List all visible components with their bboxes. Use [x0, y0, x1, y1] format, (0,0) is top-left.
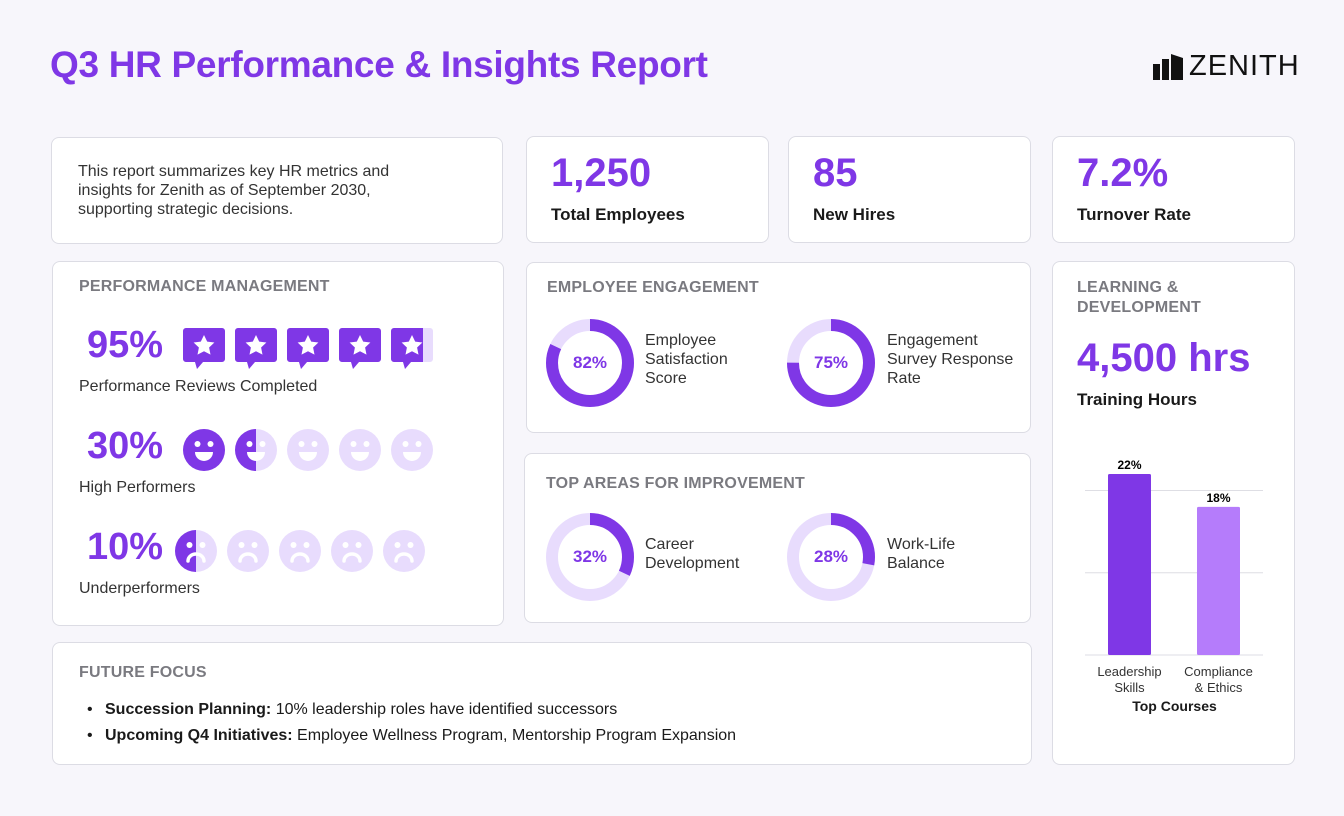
donut-satisfaction: 82%: [546, 319, 634, 407]
intro-text: This report summarizes key HR metrics an…: [78, 163, 390, 218]
future-item-text: Employee Wellness Program, Mentorship Pr…: [292, 727, 737, 744]
sad-icons: [175, 530, 425, 572]
sad-face-icon: [383, 530, 425, 572]
perf-value: 95%: [87, 324, 164, 366]
donut-value: 32%: [572, 547, 608, 566]
donut-ring: [546, 319, 634, 407]
category-label: Leadership: [1097, 664, 1161, 679]
perf-value: 30%: [87, 425, 164, 467]
star-review-icon: [391, 328, 433, 370]
performance-card: PERFORMANCE MANAGEMENT 95% Performance R…: [52, 261, 504, 626]
future-item-title: Upcoming Q4 Initiatives:: [105, 727, 293, 744]
stat-total-employees: 1,250 Total Employees: [526, 136, 769, 243]
training-hours-value: 4,500 hrs: [1077, 336, 1251, 380]
happy-face-icon: [235, 429, 277, 471]
donut-label: Employee Satisfaction Score: [645, 332, 728, 387]
improvement-card: TOP AREAS FOR IMPROVEMENT 32% Career Dev…: [524, 453, 1031, 623]
happy-face-icon: [183, 429, 225, 471]
donut-value: 28%: [813, 547, 849, 566]
stat-value: 85: [813, 151, 858, 195]
category-label: & Ethics: [1195, 680, 1243, 695]
star-review-icon: [235, 328, 277, 370]
stat-value: 1,250: [551, 151, 652, 195]
logo-text: ZENITH: [1189, 50, 1300, 82]
happy-face-icon: [339, 429, 381, 471]
stat-turnover: 7.2% Turnover Rate: [1052, 136, 1295, 243]
future-item-title: Succession Planning:: [105, 701, 272, 718]
donut-career: 32%: [546, 513, 634, 601]
logo: ZENITH: [1153, 50, 1300, 83]
stat-label: New Hires: [813, 205, 896, 224]
donut-label: Engagement Survey Response Rate: [887, 332, 1014, 387]
bar-data-label: 18%: [1206, 491, 1230, 505]
stat-new-hires: 85 New Hires: [788, 136, 1031, 243]
happy-face-icon: [391, 429, 433, 471]
future-item: Upcoming Q4 Initiatives: Employee Wellne…: [73, 727, 736, 745]
donut-ring: [787, 319, 875, 407]
stat-label: Turnover Rate: [1077, 205, 1191, 224]
bar: [1108, 474, 1151, 655]
donut-label: Work-Life Balance: [887, 536, 956, 572]
star-review-icon: [339, 328, 381, 370]
section-heading: PERFORMANCE MANAGEMENT: [79, 278, 330, 295]
happy-icons: [183, 429, 433, 471]
intro-card: This report summarizes key HR metrics an…: [51, 137, 503, 244]
section-heading: TOP AREAS FOR IMPROVEMENT: [546, 475, 805, 492]
future-focus-card: FUTURE FOCUS Succession Planning: 10% le…: [52, 642, 1032, 765]
perf-label: High Performers: [79, 479, 196, 496]
perf-value: 10%: [87, 526, 164, 568]
bar-data-label: 22%: [1117, 458, 1141, 472]
happy-face-icon: [287, 429, 329, 471]
category-label: Compliance: [1184, 664, 1253, 679]
building-logo-icon: [1153, 53, 1183, 80]
donut-worklife: 28%: [787, 513, 875, 601]
stat-label: Total Employees: [551, 205, 685, 224]
learning-card: LEARNING & DEVELOPMENT 4,500 hrs Trainin…: [1052, 261, 1295, 765]
stat-value: 7.2%: [1077, 151, 1169, 195]
bar: [1197, 506, 1240, 655]
donut-value: 82%: [572, 353, 608, 372]
future-item: Succession Planning: 10% leadership role…: [73, 701, 736, 719]
engagement-card: EMPLOYEE ENGAGEMENT 82% Employee Satisfa…: [526, 262, 1031, 433]
star-review-icon: [183, 328, 225, 370]
star-review-icon: [287, 328, 329, 370]
donut-response-rate: 75%: [787, 319, 875, 407]
donut-ring: [546, 513, 634, 601]
page-title: Q3 HR Performance & Insights Report: [50, 44, 708, 85]
donut-label: Career Development: [645, 536, 740, 572]
sad-face-icon: [279, 530, 321, 572]
section-heading: FUTURE FOCUS: [79, 664, 207, 681]
perf-label: Performance Reviews Completed: [79, 378, 318, 395]
donut-ring: [787, 513, 875, 601]
sad-face-icon: [331, 530, 373, 572]
chart-xlabel: Top Courses: [1132, 698, 1217, 714]
future-item-text: 10% leadership roles have identified suc…: [271, 701, 618, 718]
section-heading: LEARNING & DEVELOPMENT: [1077, 279, 1201, 316]
category-label: Skills: [1114, 680, 1145, 695]
sad-face-icon: [175, 530, 217, 572]
sad-face-icon: [227, 530, 269, 572]
section-heading: EMPLOYEE ENGAGEMENT: [547, 279, 759, 296]
perf-label: Underperformers: [79, 580, 200, 597]
donut-value: 75%: [813, 353, 849, 372]
training-hours-label: Training Hours: [1077, 390, 1197, 409]
review-icons: [183, 328, 433, 370]
